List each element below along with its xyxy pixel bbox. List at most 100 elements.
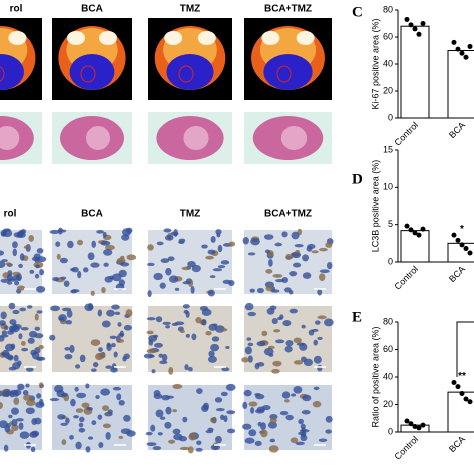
ihc-nucleus [191, 264, 201, 273]
ihc-nucleus [244, 346, 252, 355]
ihc-nucleus [160, 258, 170, 264]
data-point [412, 424, 418, 429]
ihc-nucleus [61, 439, 67, 446]
ihc-nucleus [291, 393, 297, 397]
ihc-nucleus [14, 280, 20, 286]
ihc-nucleus [12, 323, 22, 330]
ihc-nucleus [293, 360, 304, 365]
ihc-nucleus [85, 446, 91, 453]
ihc-nucleus [69, 434, 74, 440]
ihc-nucleus [179, 446, 190, 451]
ihc-nucleus [247, 252, 256, 256]
ihc-nucleus [118, 399, 125, 406]
ihc-nucleus [298, 418, 304, 425]
ihc-nucleus [201, 244, 208, 249]
data-point [467, 43, 473, 49]
ihc-nucleus [16, 285, 25, 291]
ihc-nucleus [308, 329, 315, 336]
ihc-nucleus [205, 429, 214, 434]
ihc-nucleus [36, 393, 42, 399]
bar [400, 25, 430, 119]
ihc-nucleus [91, 240, 97, 248]
ihc-nucleus [307, 243, 316, 249]
ihc-nucleus [74, 364, 81, 369]
ihc-nucleus [39, 268, 45, 276]
ihc-nucleus [178, 238, 186, 243]
ihc-nucleus [248, 401, 258, 407]
ihc-image [0, 230, 42, 294]
ihc-nucleus [302, 394, 312, 402]
ihc-nucleus [326, 261, 333, 270]
data-point [420, 422, 426, 428]
ihc-nucleus [157, 432, 163, 436]
ihc-nucleus [118, 333, 125, 337]
ihc-nucleus [164, 234, 174, 241]
y-tick-label: 0 [388, 112, 393, 122]
ihc-nucleus [223, 415, 228, 423]
ihc-nucleus [283, 399, 290, 403]
mri-roi [80, 65, 96, 83]
ihc-nucleus [317, 288, 323, 296]
data-point [455, 237, 461, 243]
ihc-nucleus [34, 273, 40, 279]
ihc-nucleus [269, 305, 277, 310]
ihc-nucleus [228, 279, 235, 287]
y-tick-label: 80 [383, 4, 393, 14]
ihc-nucleus [58, 314, 67, 322]
ihc-nucleus [313, 355, 322, 364]
ihc-nucleus [205, 255, 214, 260]
ihc-nucleus [78, 427, 86, 433]
ihc-nucleus [49, 398, 60, 402]
ihc-nucleus [66, 309, 73, 318]
histology-slice [0, 126, 20, 150]
ihc-nucleus [6, 273, 13, 282]
ihc-nucleus [151, 369, 156, 374]
ihc-nucleus [275, 339, 285, 344]
ihc-nucleus [174, 287, 180, 291]
ihc-nucleus [187, 446, 194, 454]
panel-letter: D [352, 171, 363, 187]
ihc-nucleus [23, 394, 32, 401]
mri-core [166, 54, 214, 90]
y-axis-label: Ki-67 positive area (%) [370, 18, 380, 109]
ihc-nucleus [96, 229, 104, 234]
data-point [408, 227, 414, 233]
ihc-nucleus [185, 333, 190, 338]
ihc-nucleus [0, 260, 6, 268]
ihc-nucleus [159, 416, 166, 420]
ihc-nucleus [324, 318, 334, 327]
data-point [412, 26, 418, 32]
ihc-nucleus [70, 268, 75, 272]
ihc-nucleus [75, 441, 82, 450]
ihc-nucleus [281, 391, 291, 399]
ihc-nucleus [87, 436, 94, 440]
ihc-nucleus [36, 285, 46, 293]
data-point [467, 399, 473, 405]
x-tick-label: Control [393, 120, 421, 148]
ihc-nucleus [77, 270, 82, 279]
ihc-nucleus [196, 440, 202, 446]
ihc-nucleus [207, 289, 215, 297]
ihc-nucleus [167, 256, 175, 261]
histology-slice [86, 126, 110, 150]
ihc-nucleus [59, 257, 68, 264]
ihc-nucleus [0, 311, 7, 320]
ihc-nucleus [285, 414, 294, 421]
ihc-nucleus [120, 262, 130, 267]
ihc-nucleus [77, 239, 84, 246]
ihc-nucleus [250, 407, 255, 414]
ihc-nucleus [36, 248, 44, 254]
ihc-nucleus [171, 322, 179, 326]
ihc-nucleus [64, 347, 70, 351]
data-point [463, 246, 469, 252]
ihc-nucleus [215, 407, 225, 412]
mri-roi [0, 66, 5, 82]
ihc-nucleus [29, 269, 35, 274]
ihc-nucleus [60, 276, 67, 280]
mri-core [0, 54, 24, 90]
ihc-nucleus [281, 231, 288, 238]
ihc-nucleus [285, 339, 294, 347]
y-tick-label: 0 [388, 426, 393, 436]
ihc-nucleus [25, 383, 30, 388]
ihc-nucleus [86, 406, 93, 411]
